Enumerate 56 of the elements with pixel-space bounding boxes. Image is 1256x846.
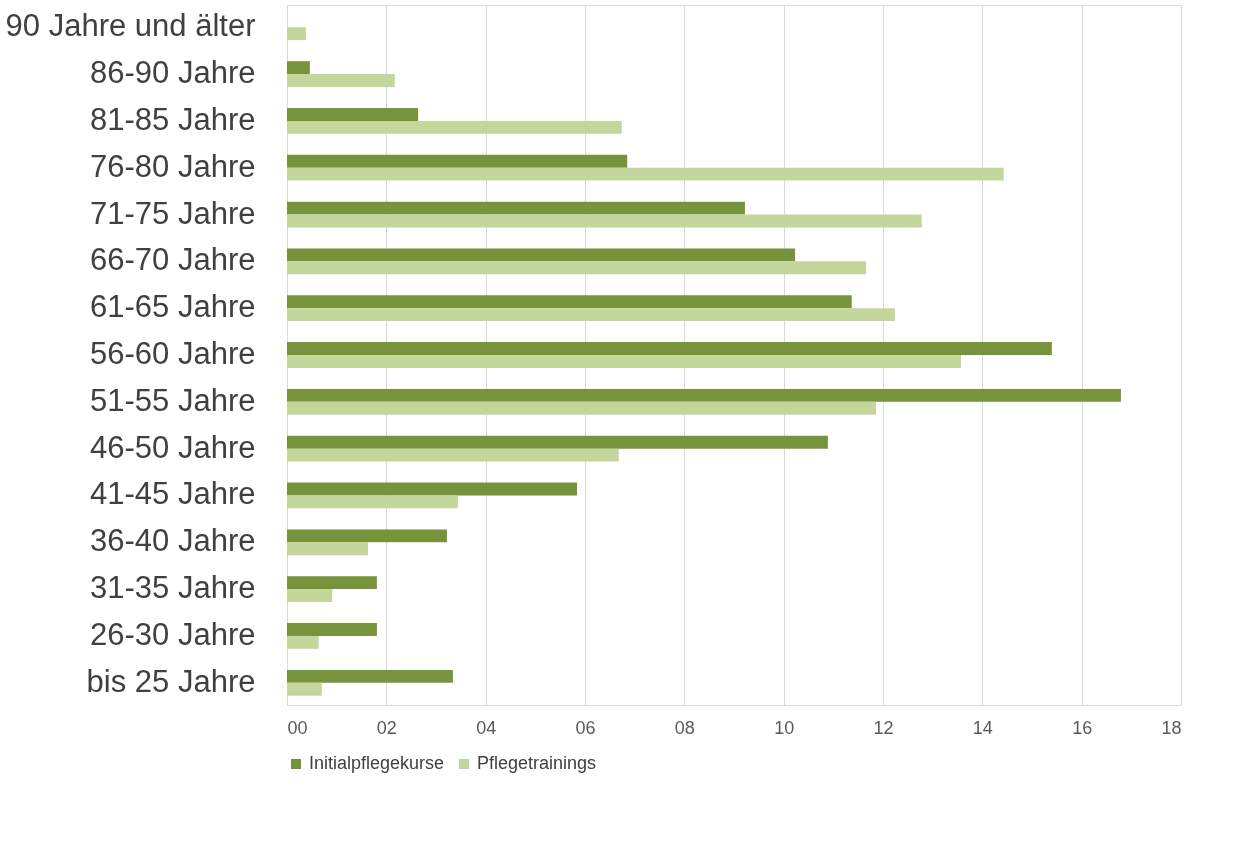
bar bbox=[287, 120, 622, 134]
bar bbox=[287, 261, 867, 275]
bar bbox=[287, 542, 368, 556]
bar bbox=[287, 355, 961, 368]
y-tick-label: 46-50 Jahre bbox=[90, 429, 256, 465]
y-tick-label: 26-30 Jahre bbox=[90, 616, 256, 652]
bar bbox=[287, 669, 453, 683]
bar bbox=[287, 248, 796, 262]
x-tick-label: 18 bbox=[1161, 717, 1182, 738]
bar bbox=[287, 154, 628, 168]
bar bbox=[287, 201, 745, 215]
y-tick-label: 90 Jahre und älter bbox=[5, 8, 256, 44]
y-tick-label: 71-75 Jahre bbox=[90, 195, 256, 231]
bar bbox=[287, 482, 578, 496]
x-tick-label: 08 bbox=[674, 717, 695, 738]
bar bbox=[287, 214, 922, 228]
bar bbox=[287, 308, 895, 322]
x-tick-label: 14 bbox=[972, 717, 993, 738]
x-tick-label: 16 bbox=[1072, 717, 1093, 738]
bar bbox=[287, 61, 310, 75]
x-tick-label: 12 bbox=[873, 717, 894, 738]
bar bbox=[287, 74, 395, 87]
y-tick-label: bis 25 Jahre bbox=[86, 663, 256, 699]
bar bbox=[287, 623, 377, 636]
x-tick-label: 02 bbox=[376, 717, 397, 738]
y-tick-label: 41-45 Jahre bbox=[90, 476, 256, 512]
bar bbox=[287, 495, 458, 509]
bar bbox=[287, 342, 1052, 355]
x-tick-label: 00 bbox=[287, 717, 308, 738]
bar bbox=[287, 108, 419, 121]
y-tick-label: 56-60 Jahre bbox=[90, 336, 256, 371]
bar bbox=[287, 589, 333, 602]
bar bbox=[287, 529, 447, 543]
x-tick-label: 04 bbox=[476, 717, 497, 738]
y-tick-label: 86-90 Jahre bbox=[90, 55, 256, 91]
bar bbox=[287, 27, 306, 41]
y-tick-label: 61-65 Jahre bbox=[90, 289, 256, 325]
y-tick-label: 36-40 Jahre bbox=[90, 523, 256, 559]
y-tick-label: 81-85 Jahre bbox=[90, 101, 256, 137]
bar bbox=[287, 448, 619, 462]
legend-label: Initialpflegekurse bbox=[309, 753, 445, 773]
y-tick-label: 66-70 Jahre bbox=[90, 242, 256, 278]
bar bbox=[287, 401, 877, 415]
bar bbox=[287, 167, 1004, 181]
y-tick-label: 31-35 Jahre bbox=[90, 570, 256, 606]
bar bbox=[287, 435, 828, 449]
x-tick-label: 06 bbox=[575, 717, 596, 738]
bar bbox=[287, 576, 377, 590]
bar bbox=[287, 295, 852, 309]
y-tick-label: 76-80 Jahre bbox=[90, 148, 256, 184]
bar bbox=[287, 682, 322, 696]
bar bbox=[287, 635, 319, 649]
x-tick-label: 10 bbox=[774, 717, 795, 738]
y-tick-label: 51-55 Jahre bbox=[90, 382, 256, 418]
legend-label: Pflegetrainings bbox=[477, 753, 597, 773]
bar bbox=[287, 388, 1121, 402]
